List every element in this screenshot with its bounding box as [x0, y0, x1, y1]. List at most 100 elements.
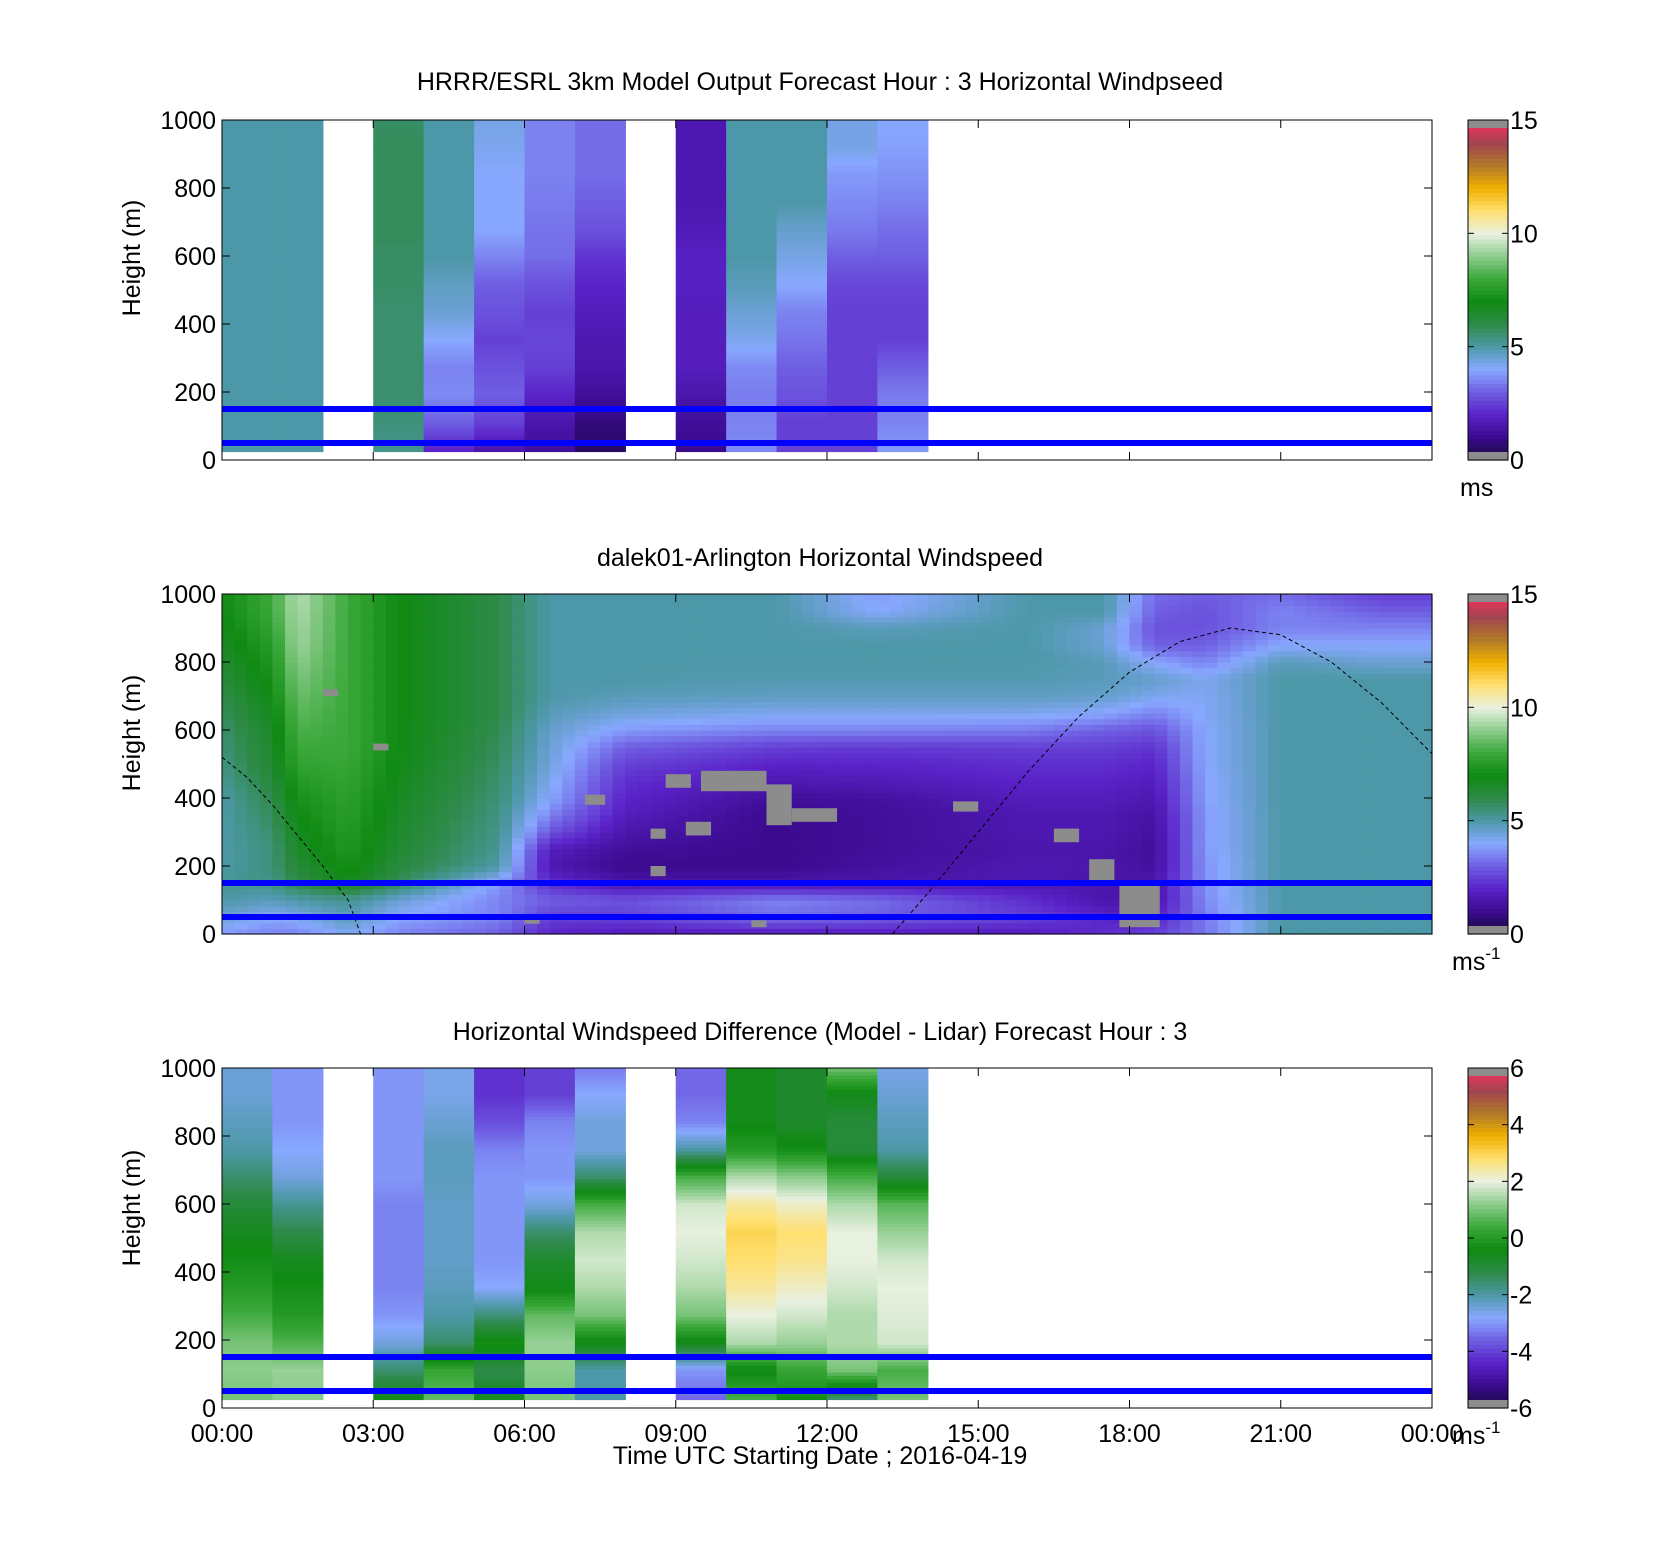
heatmap-cell [574, 347, 626, 352]
heatmap-cell [222, 392, 274, 397]
heatmap-cell [776, 894, 790, 901]
heatmap-cell [348, 650, 362, 657]
heatmap-cell [738, 871, 752, 878]
heatmap-cell [574, 351, 626, 356]
heatmap-cell [839, 792, 853, 799]
heatmap-cell [335, 883, 349, 890]
heatmap-cell [297, 781, 311, 788]
heatmap-cell [978, 622, 992, 629]
heatmap-cell [814, 843, 828, 850]
heatmap-cell [612, 752, 626, 759]
heatmap-cell [776, 403, 828, 408]
heatmap-cell [650, 888, 664, 895]
heatmap-cell [663, 628, 677, 635]
heatmap-cell [524, 296, 576, 301]
heatmap-cell [385, 730, 400, 737]
heatmap-cell [373, 292, 425, 297]
heatmap-cell [726, 316, 778, 321]
heatmap-cell [423, 673, 437, 680]
heatmap-cell [990, 815, 1005, 822]
heatmap-cell [222, 786, 236, 793]
heatmap-cell [877, 628, 891, 635]
heatmap-cell [524, 894, 538, 901]
heatmap-cell [738, 888, 752, 895]
heatmap-cell [234, 628, 248, 635]
heatmap-cell [348, 826, 362, 833]
heatmap-cell [864, 599, 879, 606]
heatmap-cell [890, 611, 904, 618]
heatmap-cell [675, 306, 727, 311]
heatmap-cell [423, 164, 475, 169]
heatmap-cell [915, 684, 929, 691]
heatmap-cell [448, 883, 463, 890]
heatmap-cell [675, 662, 689, 669]
heatmap-cell [222, 144, 274, 149]
heatmap-cell [726, 192, 778, 197]
heatmap-cell [625, 645, 639, 652]
heatmap-cell [411, 616, 425, 623]
heatmap-cell [713, 894, 727, 901]
heatmap-cell [411, 656, 425, 663]
heatmap-cell [474, 905, 488, 912]
heatmap-cell [877, 334, 929, 339]
heatmap-cell [322, 667, 337, 674]
heatmap-cell [562, 718, 576, 725]
heatmap-cell [562, 798, 576, 805]
heatmap-cell [890, 792, 904, 799]
heatmap-cell [524, 905, 538, 912]
heatmap-cell [637, 815, 652, 822]
heatmap-cell [738, 900, 752, 907]
heatmap-cell [700, 764, 715, 771]
heatmap-cell [650, 854, 664, 861]
heatmap-cell [537, 826, 551, 833]
heatmap-cell [474, 316, 526, 321]
heatmap-cell [915, 888, 929, 895]
heatmap-cell [474, 798, 488, 805]
heatmap-cell [524, 375, 576, 380]
heatmap-cell [801, 900, 815, 907]
heatmap-cell [965, 724, 979, 731]
heatmap-cell [877, 605, 891, 612]
heatmap-cell [448, 820, 463, 827]
heatmap-cell [423, 175, 475, 180]
heatmap-cell [726, 690, 740, 697]
heatmap-cell [738, 860, 752, 867]
heatmap-cell [537, 894, 551, 901]
heatmap-cell [234, 730, 248, 737]
heatmap-cell [385, 628, 400, 635]
heatmap-cell [285, 645, 299, 652]
heatmap-cell [360, 854, 374, 861]
heatmap-cell [524, 786, 538, 793]
heatmap-cell [852, 803, 866, 810]
heatmap-cell [222, 327, 274, 332]
heatmap-cell [927, 843, 942, 850]
heatmap-cell [990, 775, 1005, 782]
heatmap-cell [474, 341, 526, 346]
heatmap-cell [423, 292, 475, 297]
heatmap-cell [423, 775, 437, 782]
heatmap-cell [650, 628, 664, 635]
heatmap-cell [827, 227, 879, 232]
colorbar-swatch [1468, 353, 1508, 359]
heatmap-cell [776, 313, 828, 318]
heatmap-cell [763, 843, 778, 850]
colorbar-swatch [1468, 438, 1508, 444]
heatmap-cell [776, 244, 828, 249]
heatmap-cell [965, 849, 979, 856]
heatmap-cell [574, 399, 626, 404]
heatmap-cell [348, 645, 362, 652]
heatmap-cell [637, 616, 652, 623]
heatmap-cell [461, 684, 475, 691]
heatmap-cell [222, 285, 274, 290]
heatmap-cell [272, 195, 324, 201]
heatmap-cell [890, 928, 904, 935]
heatmap-cell [763, 656, 778, 663]
heatmap-cell [348, 667, 362, 674]
heatmap-cell [524, 730, 538, 737]
heatmap-cell [814, 769, 828, 776]
heatmap-cell [411, 628, 425, 635]
heatmap-cell [814, 786, 828, 793]
heatmap-cell [814, 611, 828, 618]
heatmap-cell [927, 758, 942, 765]
heatmap-cell [474, 741, 488, 748]
